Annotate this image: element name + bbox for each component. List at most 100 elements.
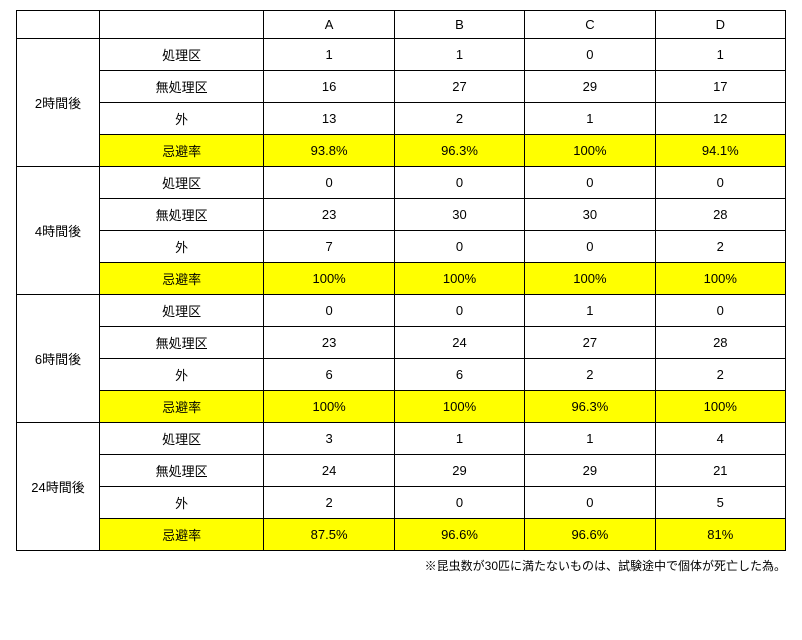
row-label-avoidance: 忌避率 [99,519,263,551]
cell: 100% [525,135,655,167]
cell: 2 [655,359,785,391]
table-row-highlight: 忌避率 100% 100% 100% 100% [17,263,786,295]
row-label-treated: 処理区 [99,39,263,71]
cell: 30 [394,199,524,231]
table-row: 2時間後 処理区 1 1 0 1 [17,39,786,71]
cell: 3 [264,423,394,455]
time-label: 6時間後 [17,295,100,423]
table-row: 24時間後 処理区 3 1 1 4 [17,423,786,455]
table-row: 無処理区 23 30 30 28 [17,199,786,231]
table-row: 外 2 0 0 5 [17,487,786,519]
cell: 100% [394,263,524,295]
table-row: 外 13 2 1 12 [17,103,786,135]
cell: 0 [655,167,785,199]
cell: 100% [655,391,785,423]
row-label-untreated: 無処理区 [99,327,263,359]
cell: 17 [655,71,785,103]
footnote: ※昆虫数が30匹に満たないものは、試験途中で個体が死亡した為。 [16,557,786,574]
row-label-outside: 外 [99,359,263,391]
cell: 23 [264,199,394,231]
data-table: A B C D 2時間後 処理区 1 1 0 1 無処理区 16 27 29 1… [16,10,786,551]
cell: 1 [264,39,394,71]
header-row: A B C D [17,11,786,39]
cell: 0 [264,295,394,327]
header-A: A [264,11,394,39]
table-row-highlight: 忌避率 87.5% 96.6% 96.6% 81% [17,519,786,551]
cell: 100% [394,391,524,423]
cell: 0 [394,231,524,263]
cell: 29 [394,455,524,487]
cell: 24 [264,455,394,487]
cell: 0 [525,39,655,71]
row-label-treated: 処理区 [99,167,263,199]
cell: 27 [525,327,655,359]
table-row-highlight: 忌避率 93.8% 96.3% 100% 94.1% [17,135,786,167]
cell: 0 [525,487,655,519]
cell: 12 [655,103,785,135]
cell: 100% [264,391,394,423]
row-label-outside: 外 [99,103,263,135]
cell: 29 [525,455,655,487]
cell: 13 [264,103,394,135]
cell: 4 [655,423,785,455]
cell: 2 [655,231,785,263]
table-row: 無処理区 16 27 29 17 [17,71,786,103]
cell: 6 [264,359,394,391]
cell: 96.3% [525,391,655,423]
cell: 81% [655,519,785,551]
row-label-untreated: 無処理区 [99,455,263,487]
row-label-treated: 処理区 [99,423,263,455]
time-label: 2時間後 [17,39,100,167]
time-label: 24時間後 [17,423,100,551]
cell: 100% [264,263,394,295]
header-B: B [394,11,524,39]
cell: 1 [394,39,524,71]
time-label: 4時間後 [17,167,100,295]
cell: 16 [264,71,394,103]
table-row: 6時間後 処理区 0 0 1 0 [17,295,786,327]
cell: 0 [394,487,524,519]
cell: 23 [264,327,394,359]
row-label-avoidance: 忌避率 [99,263,263,295]
cell: 87.5% [264,519,394,551]
cell: 96.6% [394,519,524,551]
cell: 0 [525,167,655,199]
cell: 93.8% [264,135,394,167]
row-label-outside: 外 [99,487,263,519]
header-blank-1 [17,11,100,39]
header-C: C [525,11,655,39]
cell: 2 [394,103,524,135]
cell: 2 [525,359,655,391]
cell: 0 [394,295,524,327]
table-row: 4時間後 処理区 0 0 0 0 [17,167,786,199]
row-label-avoidance: 忌避率 [99,135,263,167]
row-label-outside: 外 [99,231,263,263]
cell: 94.1% [655,135,785,167]
cell: 5 [655,487,785,519]
cell: 96.6% [525,519,655,551]
cell: 2 [264,487,394,519]
cell: 27 [394,71,524,103]
table-row: 無処理区 24 29 29 21 [17,455,786,487]
cell: 28 [655,199,785,231]
cell: 30 [525,199,655,231]
table-row: 無処理区 23 24 27 28 [17,327,786,359]
cell: 1 [394,423,524,455]
row-label-untreated: 無処理区 [99,199,263,231]
row-label-treated: 処理区 [99,295,263,327]
cell: 24 [394,327,524,359]
cell: 100% [655,263,785,295]
cell: 1 [525,295,655,327]
cell: 0 [264,167,394,199]
row-label-avoidance: 忌避率 [99,391,263,423]
cell: 1 [525,103,655,135]
cell: 96.3% [394,135,524,167]
cell: 100% [525,263,655,295]
header-D: D [655,11,785,39]
cell: 29 [525,71,655,103]
cell: 7 [264,231,394,263]
cell: 0 [655,295,785,327]
table-row: 外 6 6 2 2 [17,359,786,391]
row-label-untreated: 無処理区 [99,71,263,103]
cell: 6 [394,359,524,391]
